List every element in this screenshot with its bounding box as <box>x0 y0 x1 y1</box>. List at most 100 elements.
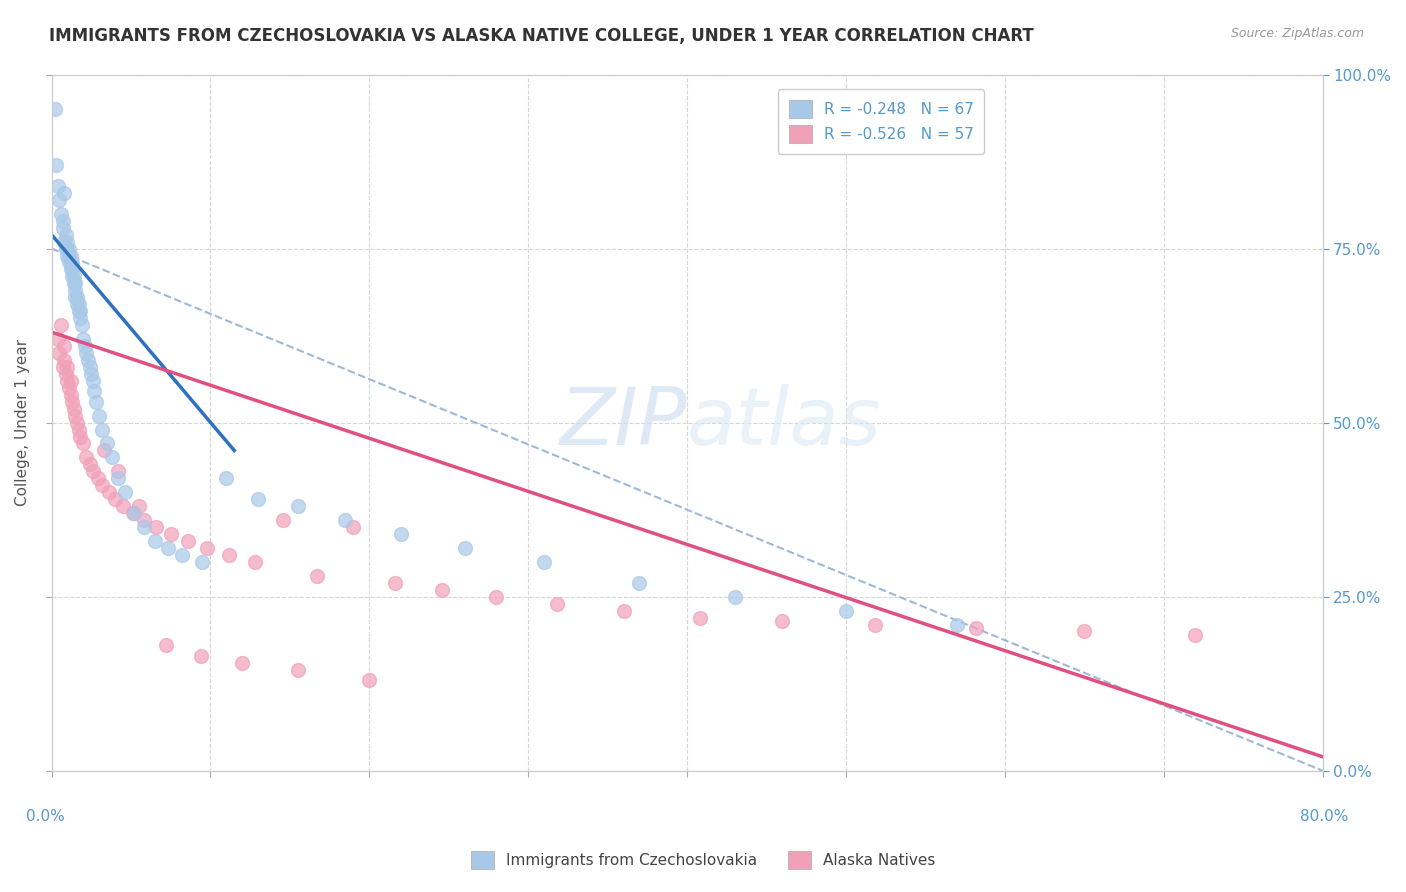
Point <box>79 458 101 472</box>
Point <box>145 520 167 534</box>
Point <box>67 297 90 311</box>
Point <box>485 590 508 604</box>
Point <box>159 527 181 541</box>
Point <box>49 207 72 221</box>
Text: IMMIGRANTS FROM CZECHOSLOVAKIA VS ALASKA NATIVE COLLEGE, UNDER 1 YEAR CORRELATIO: IMMIGRANTS FROM CZECHOSLOVAKIA VS ALASKA… <box>49 27 1033 45</box>
Point <box>52 213 75 227</box>
Point <box>69 429 91 443</box>
Point <box>46 178 69 193</box>
Point <box>231 656 253 670</box>
Point <box>724 590 747 604</box>
Point <box>342 520 364 534</box>
Point <box>70 318 93 333</box>
Point <box>128 499 150 513</box>
Point <box>384 575 406 590</box>
Point <box>86 471 108 485</box>
Point <box>52 220 75 235</box>
Point <box>58 242 80 256</box>
Point <box>59 388 82 402</box>
Point <box>65 283 87 297</box>
Point <box>83 384 105 399</box>
Point <box>59 248 82 262</box>
Point <box>72 332 94 346</box>
Point <box>56 248 79 262</box>
Point <box>287 663 309 677</box>
Point <box>55 242 77 256</box>
Point <box>389 527 412 541</box>
Point <box>58 248 80 262</box>
Point <box>218 548 240 562</box>
Point <box>60 269 83 284</box>
Text: Source: ZipAtlas.com: Source: ZipAtlas.com <box>1230 27 1364 40</box>
Point <box>533 555 555 569</box>
Legend: R = -0.248   N = 67, R = -0.526   N = 57: R = -0.248 N = 67, R = -0.526 N = 57 <box>778 89 984 154</box>
Point <box>62 401 84 416</box>
Point <box>132 513 155 527</box>
Point <box>56 235 79 249</box>
Point <box>156 541 179 555</box>
Point <box>1073 624 1095 639</box>
Point <box>863 617 886 632</box>
Y-axis label: College, Under 1 year: College, Under 1 year <box>15 339 30 506</box>
Point <box>53 235 76 249</box>
Point <box>67 423 90 437</box>
Point <box>73 339 96 353</box>
Point <box>84 394 107 409</box>
Point <box>59 255 82 269</box>
Point <box>48 193 70 207</box>
Legend: Immigrants from Czechoslovakia, Alaska Natives: Immigrants from Czechoslovakia, Alaska N… <box>465 845 941 875</box>
Point <box>66 416 89 430</box>
Point <box>132 520 155 534</box>
Point <box>1184 628 1206 642</box>
Point <box>89 409 111 423</box>
Point <box>62 269 84 284</box>
Point <box>97 485 120 500</box>
Point <box>46 332 69 346</box>
Point <box>80 367 103 381</box>
Point <box>66 297 89 311</box>
Point <box>215 471 238 485</box>
Point <box>628 575 651 590</box>
Point <box>67 304 90 318</box>
Point <box>69 311 91 326</box>
Point <box>155 639 177 653</box>
Point <box>143 533 166 548</box>
Point <box>59 262 82 277</box>
Point <box>77 353 100 368</box>
Point <box>55 367 77 381</box>
Point <box>195 541 218 555</box>
Point <box>82 374 104 388</box>
Point <box>55 227 77 242</box>
Point <box>247 492 270 507</box>
Point <box>56 242 79 256</box>
Point <box>965 621 987 635</box>
Point <box>101 450 124 465</box>
Point <box>76 346 98 360</box>
Point <box>190 648 212 663</box>
Point <box>335 513 357 527</box>
Point <box>305 568 328 582</box>
Point <box>76 450 98 465</box>
Point <box>104 492 127 507</box>
Point <box>191 555 214 569</box>
Point <box>273 513 295 527</box>
Point <box>835 604 858 618</box>
Point <box>65 409 87 423</box>
Point <box>107 471 129 485</box>
Point <box>121 506 143 520</box>
Point <box>56 359 79 374</box>
Point <box>56 374 79 388</box>
Point <box>65 290 87 304</box>
Point <box>58 255 80 269</box>
Point <box>60 262 83 277</box>
Point <box>177 533 200 548</box>
Point <box>62 277 84 291</box>
Point <box>72 436 94 450</box>
Point <box>44 103 66 117</box>
Point <box>453 541 475 555</box>
Point <box>946 617 969 632</box>
Point <box>60 255 83 269</box>
Point <box>243 555 266 569</box>
Point <box>45 158 67 172</box>
Point <box>107 464 129 478</box>
